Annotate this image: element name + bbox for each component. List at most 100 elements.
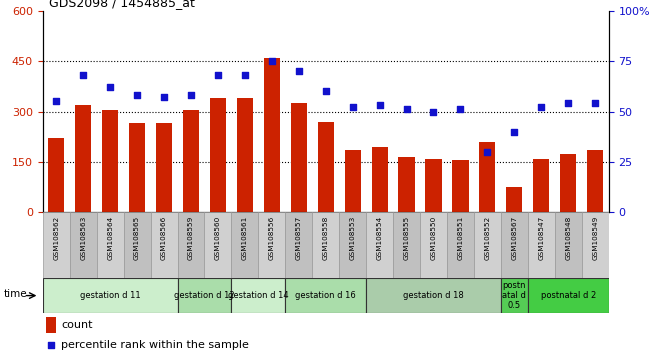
Point [536, 105, 547, 110]
Point [563, 101, 574, 106]
Bar [560, 154, 576, 212]
FancyBboxPatch shape [474, 212, 501, 278]
FancyBboxPatch shape [313, 212, 339, 278]
Bar [318, 122, 334, 212]
Text: GSM108547: GSM108547 [538, 216, 544, 260]
Bar [399, 157, 415, 212]
Bar [45, 317, 56, 333]
Text: GSM108566: GSM108566 [161, 216, 167, 260]
Text: postnatal d 2: postnatal d 2 [541, 291, 596, 300]
Text: GSM108554: GSM108554 [376, 216, 382, 260]
FancyBboxPatch shape [70, 212, 97, 278]
Text: count: count [61, 320, 92, 330]
Point [240, 72, 250, 78]
Text: GSM108549: GSM108549 [592, 216, 598, 260]
FancyBboxPatch shape [286, 212, 313, 278]
Text: GSM108561: GSM108561 [242, 216, 248, 260]
Text: GSM108548: GSM108548 [565, 216, 571, 260]
Point [132, 92, 142, 98]
Text: gestation d 14: gestation d 14 [228, 291, 289, 300]
Point [293, 68, 304, 74]
FancyBboxPatch shape [205, 212, 232, 278]
Bar [183, 110, 199, 212]
Point [590, 101, 601, 106]
FancyBboxPatch shape [124, 212, 151, 278]
FancyBboxPatch shape [447, 212, 474, 278]
FancyBboxPatch shape [43, 278, 178, 313]
Text: GSM108567: GSM108567 [511, 216, 517, 260]
FancyBboxPatch shape [501, 278, 528, 313]
Text: GSM108563: GSM108563 [80, 216, 86, 260]
FancyBboxPatch shape [178, 278, 232, 313]
Point [401, 107, 412, 112]
Bar [587, 150, 603, 212]
Point [105, 85, 115, 90]
Bar [291, 103, 307, 212]
Bar [426, 159, 442, 212]
Point [428, 109, 439, 114]
Text: GSM108565: GSM108565 [134, 216, 140, 260]
Bar [479, 142, 495, 212]
FancyBboxPatch shape [178, 212, 205, 278]
Text: postn
atal d
0.5: postn atal d 0.5 [503, 281, 526, 310]
FancyBboxPatch shape [555, 212, 582, 278]
Bar [237, 98, 253, 212]
Text: time: time [3, 289, 27, 299]
FancyBboxPatch shape [528, 212, 555, 278]
FancyBboxPatch shape [259, 212, 286, 278]
Text: GSM108553: GSM108553 [349, 216, 356, 260]
FancyBboxPatch shape [286, 278, 366, 313]
Text: GDS2098 / 1454885_at: GDS2098 / 1454885_at [49, 0, 195, 9]
Text: gestation d 11: gestation d 11 [80, 291, 140, 300]
FancyBboxPatch shape [366, 278, 501, 313]
Point [186, 92, 196, 98]
Text: gestation d 12: gestation d 12 [174, 291, 235, 300]
Text: percentile rank within the sample: percentile rank within the sample [61, 340, 249, 350]
Bar [48, 138, 64, 212]
Bar [345, 150, 361, 212]
Text: GSM108557: GSM108557 [295, 216, 302, 260]
Text: GSM108552: GSM108552 [484, 216, 490, 260]
Text: GSM108551: GSM108551 [457, 216, 463, 260]
Point [51, 98, 61, 104]
Text: GSM108559: GSM108559 [188, 216, 194, 260]
Text: GSM108564: GSM108564 [107, 216, 113, 260]
FancyBboxPatch shape [420, 212, 447, 278]
Point [482, 149, 493, 155]
Point [320, 88, 331, 94]
Bar [75, 105, 91, 212]
Bar [210, 98, 226, 212]
FancyBboxPatch shape [393, 212, 420, 278]
FancyBboxPatch shape [582, 212, 609, 278]
Point [455, 107, 466, 112]
FancyBboxPatch shape [232, 212, 259, 278]
Point [159, 95, 169, 100]
Text: gestation d 18: gestation d 18 [403, 291, 464, 300]
Text: GSM108550: GSM108550 [430, 216, 436, 260]
Text: GSM108562: GSM108562 [53, 216, 59, 260]
Text: GSM108558: GSM108558 [322, 216, 329, 260]
Point [45, 342, 56, 348]
Bar [102, 110, 118, 212]
Bar [129, 123, 145, 212]
FancyBboxPatch shape [232, 278, 286, 313]
Text: GSM108555: GSM108555 [403, 216, 409, 260]
FancyBboxPatch shape [366, 212, 393, 278]
Text: GSM108560: GSM108560 [215, 216, 221, 260]
FancyBboxPatch shape [151, 212, 178, 278]
Point [347, 105, 358, 110]
Point [266, 58, 277, 64]
FancyBboxPatch shape [43, 212, 70, 278]
Text: GSM108556: GSM108556 [269, 216, 275, 260]
Bar [452, 160, 468, 212]
Bar [156, 123, 172, 212]
Bar [264, 58, 280, 212]
Point [509, 129, 520, 135]
Bar [533, 159, 549, 212]
Point [213, 72, 223, 78]
Point [374, 103, 385, 108]
Bar [372, 147, 388, 212]
FancyBboxPatch shape [528, 278, 609, 313]
FancyBboxPatch shape [97, 212, 124, 278]
Text: gestation d 16: gestation d 16 [295, 291, 356, 300]
